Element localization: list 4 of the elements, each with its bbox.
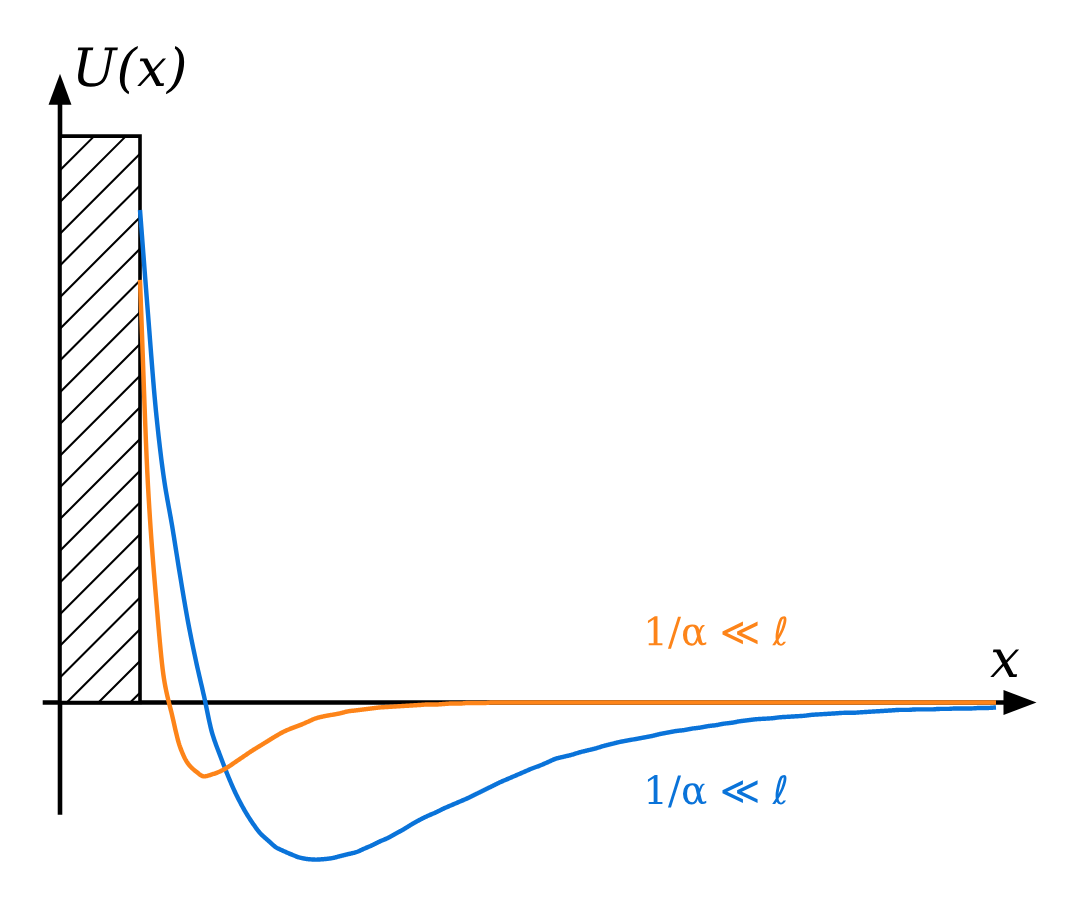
- y-axis-title: U(x): [77, 45, 185, 95]
- series-label: 1/α ≪ ℓ: [647, 775, 787, 808]
- x-axis-title: x: [990, 649, 1020, 677]
- series-label: 1/α ≪ ℓ: [647, 616, 787, 649]
